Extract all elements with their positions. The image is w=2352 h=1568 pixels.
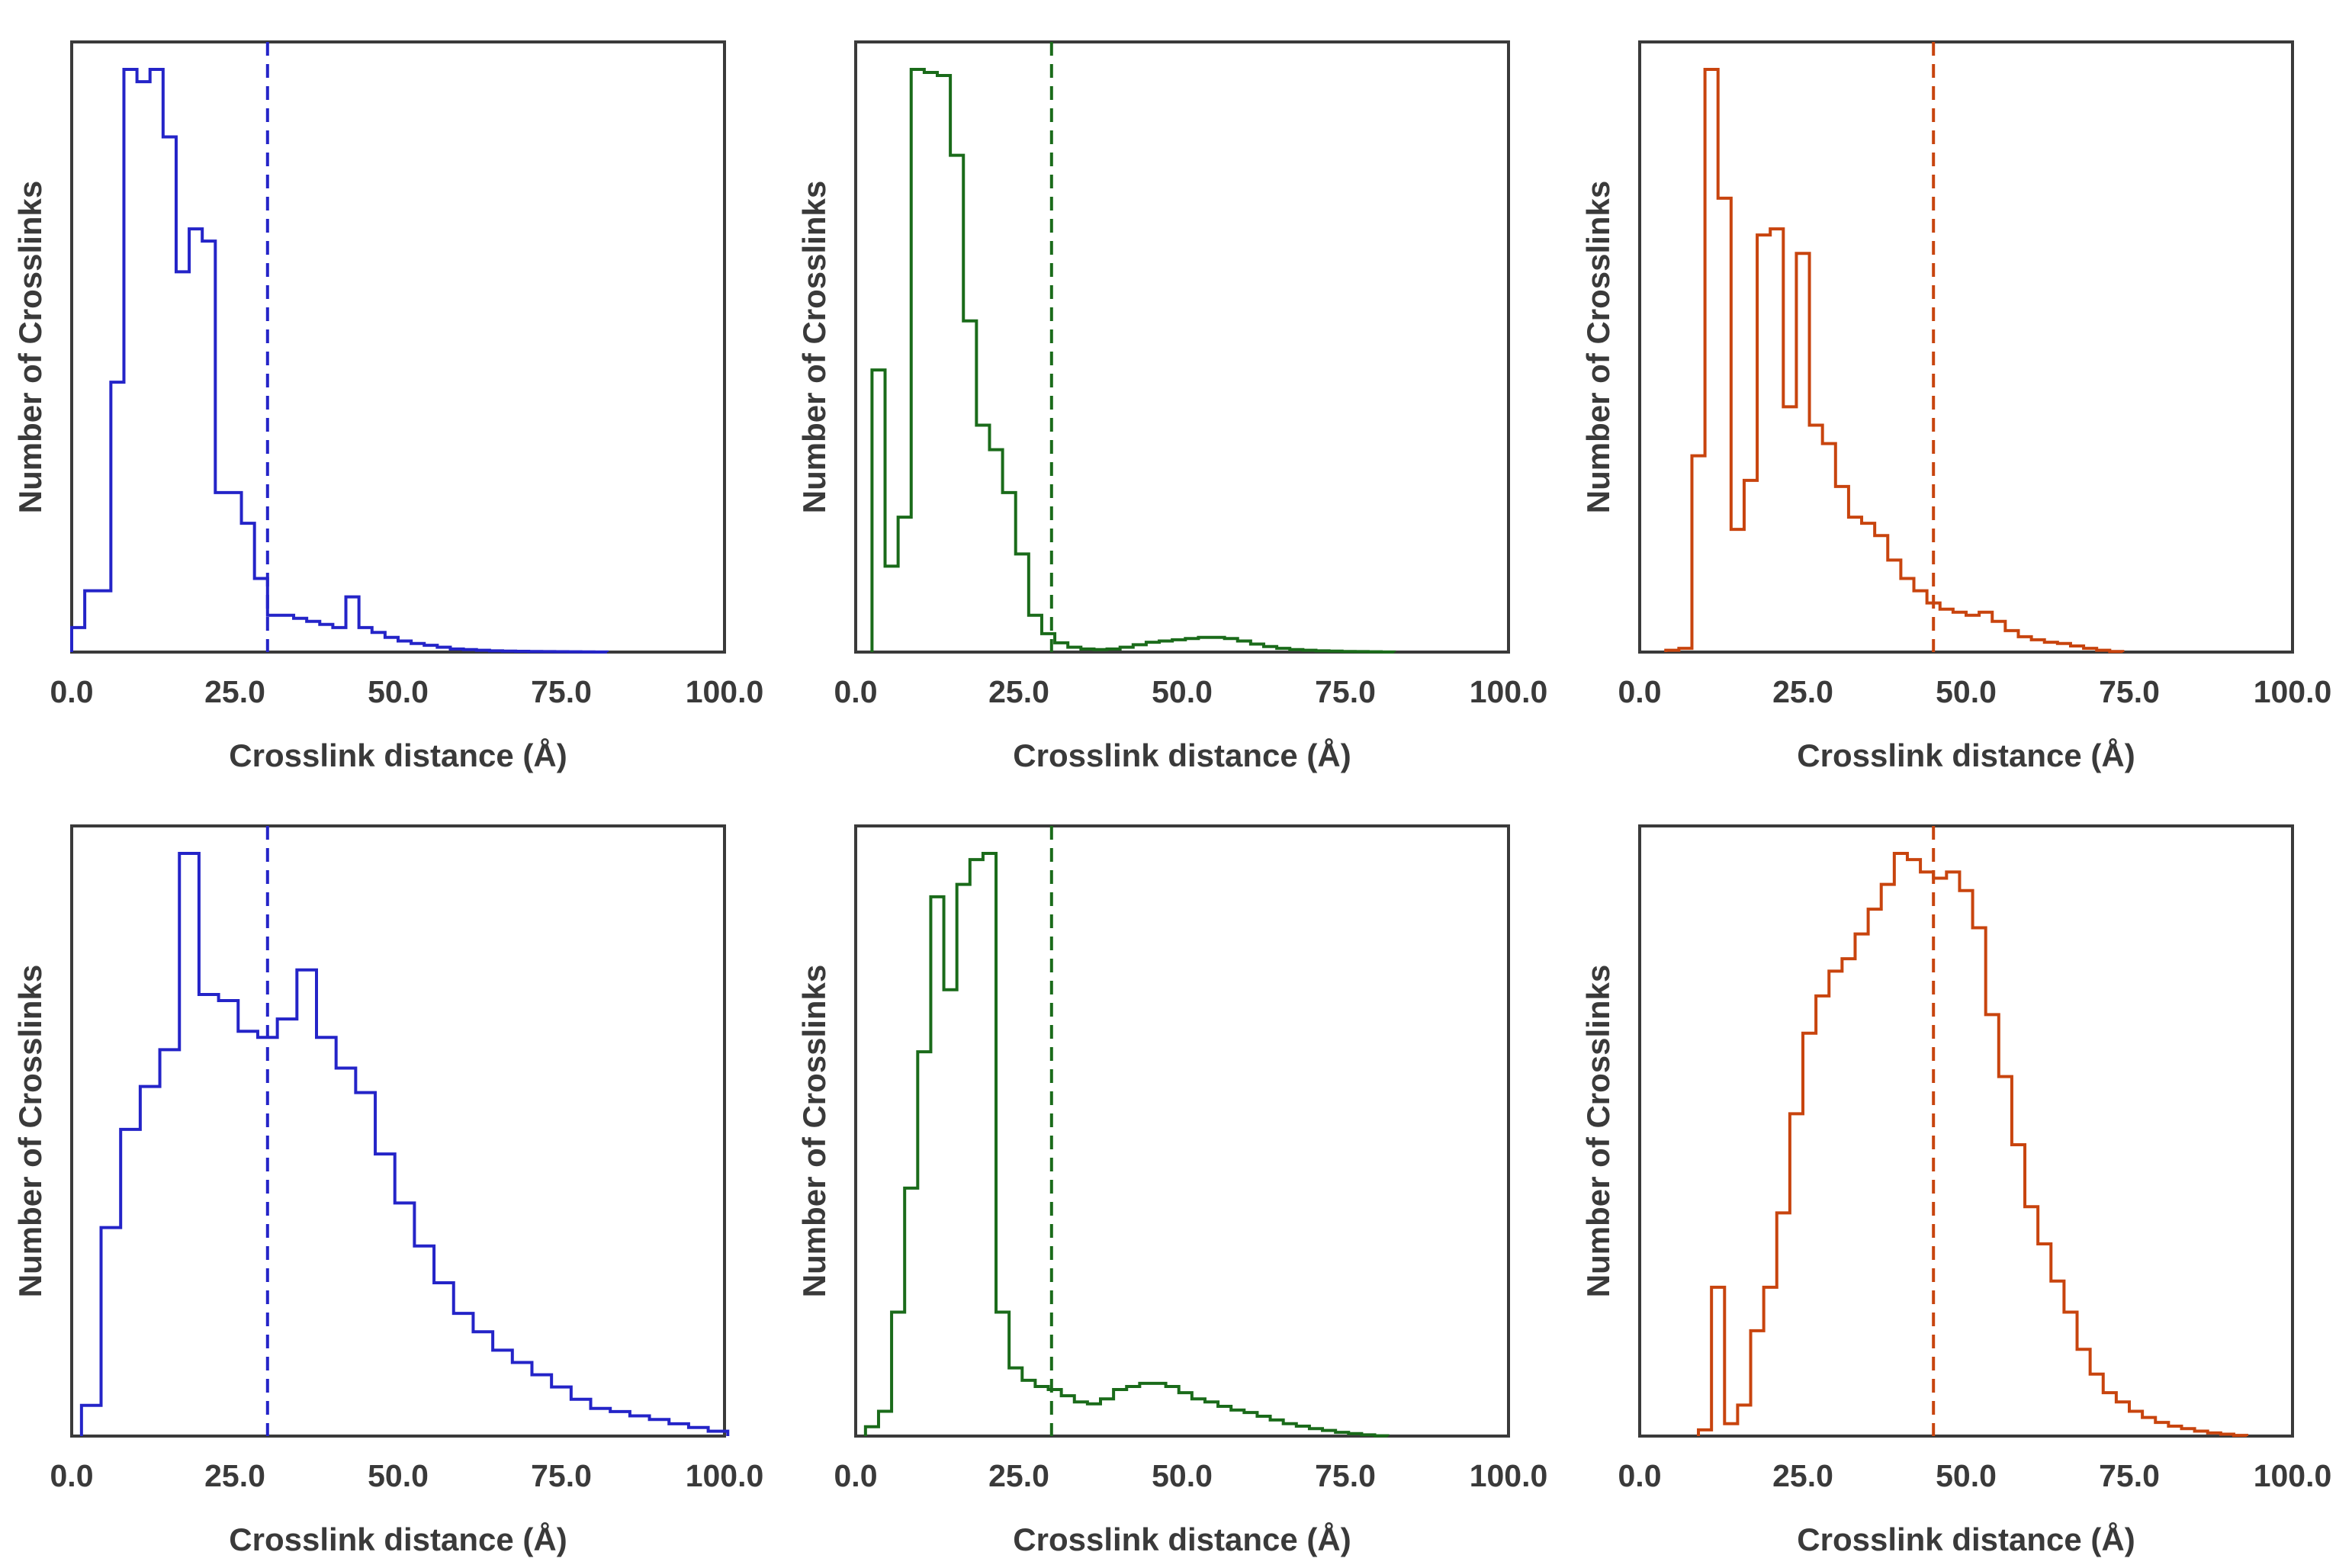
- plot-frame: [1638, 40, 2294, 654]
- histogram-line: [870, 68, 1396, 654]
- panel-row1-col2: 0.0 25.0 50.0 75.0 100.0 Crosslink distance (…: [796, 40, 1548, 773]
- x-tick-label: 0.0: [834, 674, 878, 709]
- panel-row2-col2: 0.0 25.0 50.0 75.0 100.0 Crosslink distance (…: [796, 824, 1548, 1557]
- x-tick-label: 0.0: [1618, 1458, 1662, 1493]
- x-tick-label: 75.0: [531, 674, 592, 709]
- y-axis-label: Number of Crosslinks: [12, 181, 48, 513]
- x-axis-label: Crosslink distance (Å): [1797, 1521, 2135, 1557]
- plot-frame: [854, 824, 1510, 1438]
- x-tick-label: 0.0: [834, 1458, 878, 1493]
- panel-row2-col3: 0.0 25.0 50.0 75.0 100.0 Crosslink distance (…: [1580, 824, 2332, 1557]
- x-tick-label: 100.0: [686, 1458, 764, 1493]
- x-tick-label: 50.0: [1152, 1458, 1213, 1493]
- x-tick-label: 50.0: [368, 674, 429, 709]
- y-axis-label: Number of Crosslinks: [796, 965, 832, 1297]
- x-tick-label: 75.0: [1315, 674, 1376, 709]
- plot-frame: [70, 824, 726, 1438]
- plot-frame: [854, 40, 1510, 654]
- x-tick-label: 100.0: [2254, 674, 2332, 709]
- panel-row2-col1: 0.0 25.0 50.0 75.0 100.0 Crosslink distance (…: [12, 824, 764, 1557]
- histogram-line: [863, 852, 1390, 1438]
- y-axis-label: Number of Crosslinks: [1580, 965, 1616, 1297]
- histogram-line: [79, 852, 730, 1436]
- x-tick-label: 100.0: [1470, 1458, 1548, 1493]
- x-tick-label: 75.0: [531, 1458, 592, 1493]
- x-tick-label: 100.0: [686, 674, 764, 709]
- x-tick-label: 50.0: [1152, 674, 1213, 709]
- x-tick-label: 50.0: [368, 1458, 429, 1493]
- x-tick-label: 25.0: [1772, 1458, 1833, 1493]
- y-axis-label: Number of Crosslinks: [1580, 181, 1616, 513]
- x-axis-label: Crosslink distance (Å): [1013, 737, 1351, 773]
- x-tick-label: 50.0: [1936, 674, 1997, 709]
- x-tick-label: 25.0: [204, 674, 265, 709]
- histogram-line: [1697, 852, 2249, 1438]
- x-tick-label: 100.0: [1470, 674, 1548, 709]
- x-axis-label: Crosslink distance (Å): [1013, 1521, 1351, 1557]
- x-tick-label: 25.0: [988, 674, 1049, 709]
- histogram-line: [1664, 68, 2125, 654]
- x-axis-label: Crosslink distance (Å): [1797, 737, 2135, 773]
- panel-row1-col3: 0.0 25.0 50.0 75.0 100.0 Crosslink distance (…: [1580, 40, 2332, 773]
- plot-frame: [70, 40, 726, 654]
- x-tick-label: 25.0: [988, 1458, 1049, 1493]
- x-tick-label: 0.0: [50, 1458, 94, 1493]
- plot-frame: [1638, 824, 2294, 1438]
- x-axis-label: Crosslink distance (Å): [229, 737, 567, 773]
- x-tick-label: 75.0: [1315, 1458, 1376, 1493]
- x-tick-label: 0.0: [1618, 674, 1662, 709]
- y-axis-label: Number of Crosslinks: [796, 181, 832, 513]
- histogram-line: [70, 68, 609, 654]
- x-tick-label: 25.0: [1772, 674, 1833, 709]
- x-tick-label: 75.0: [2099, 674, 2160, 709]
- x-tick-label: 0.0: [50, 674, 94, 709]
- y-axis-label: Number of Crosslinks: [12, 965, 48, 1297]
- x-tick-label: 50.0: [1936, 1458, 1997, 1493]
- x-axis-label: Crosslink distance (Å): [229, 1521, 567, 1557]
- x-tick-label: 100.0: [2254, 1458, 2332, 1493]
- x-tick-label: 25.0: [204, 1458, 265, 1493]
- panel-row1-col1: 0.0 25.0 50.0 75.0 100.0 Crosslink distance (…: [12, 40, 764, 773]
- x-tick-label: 75.0: [2099, 1458, 2160, 1493]
